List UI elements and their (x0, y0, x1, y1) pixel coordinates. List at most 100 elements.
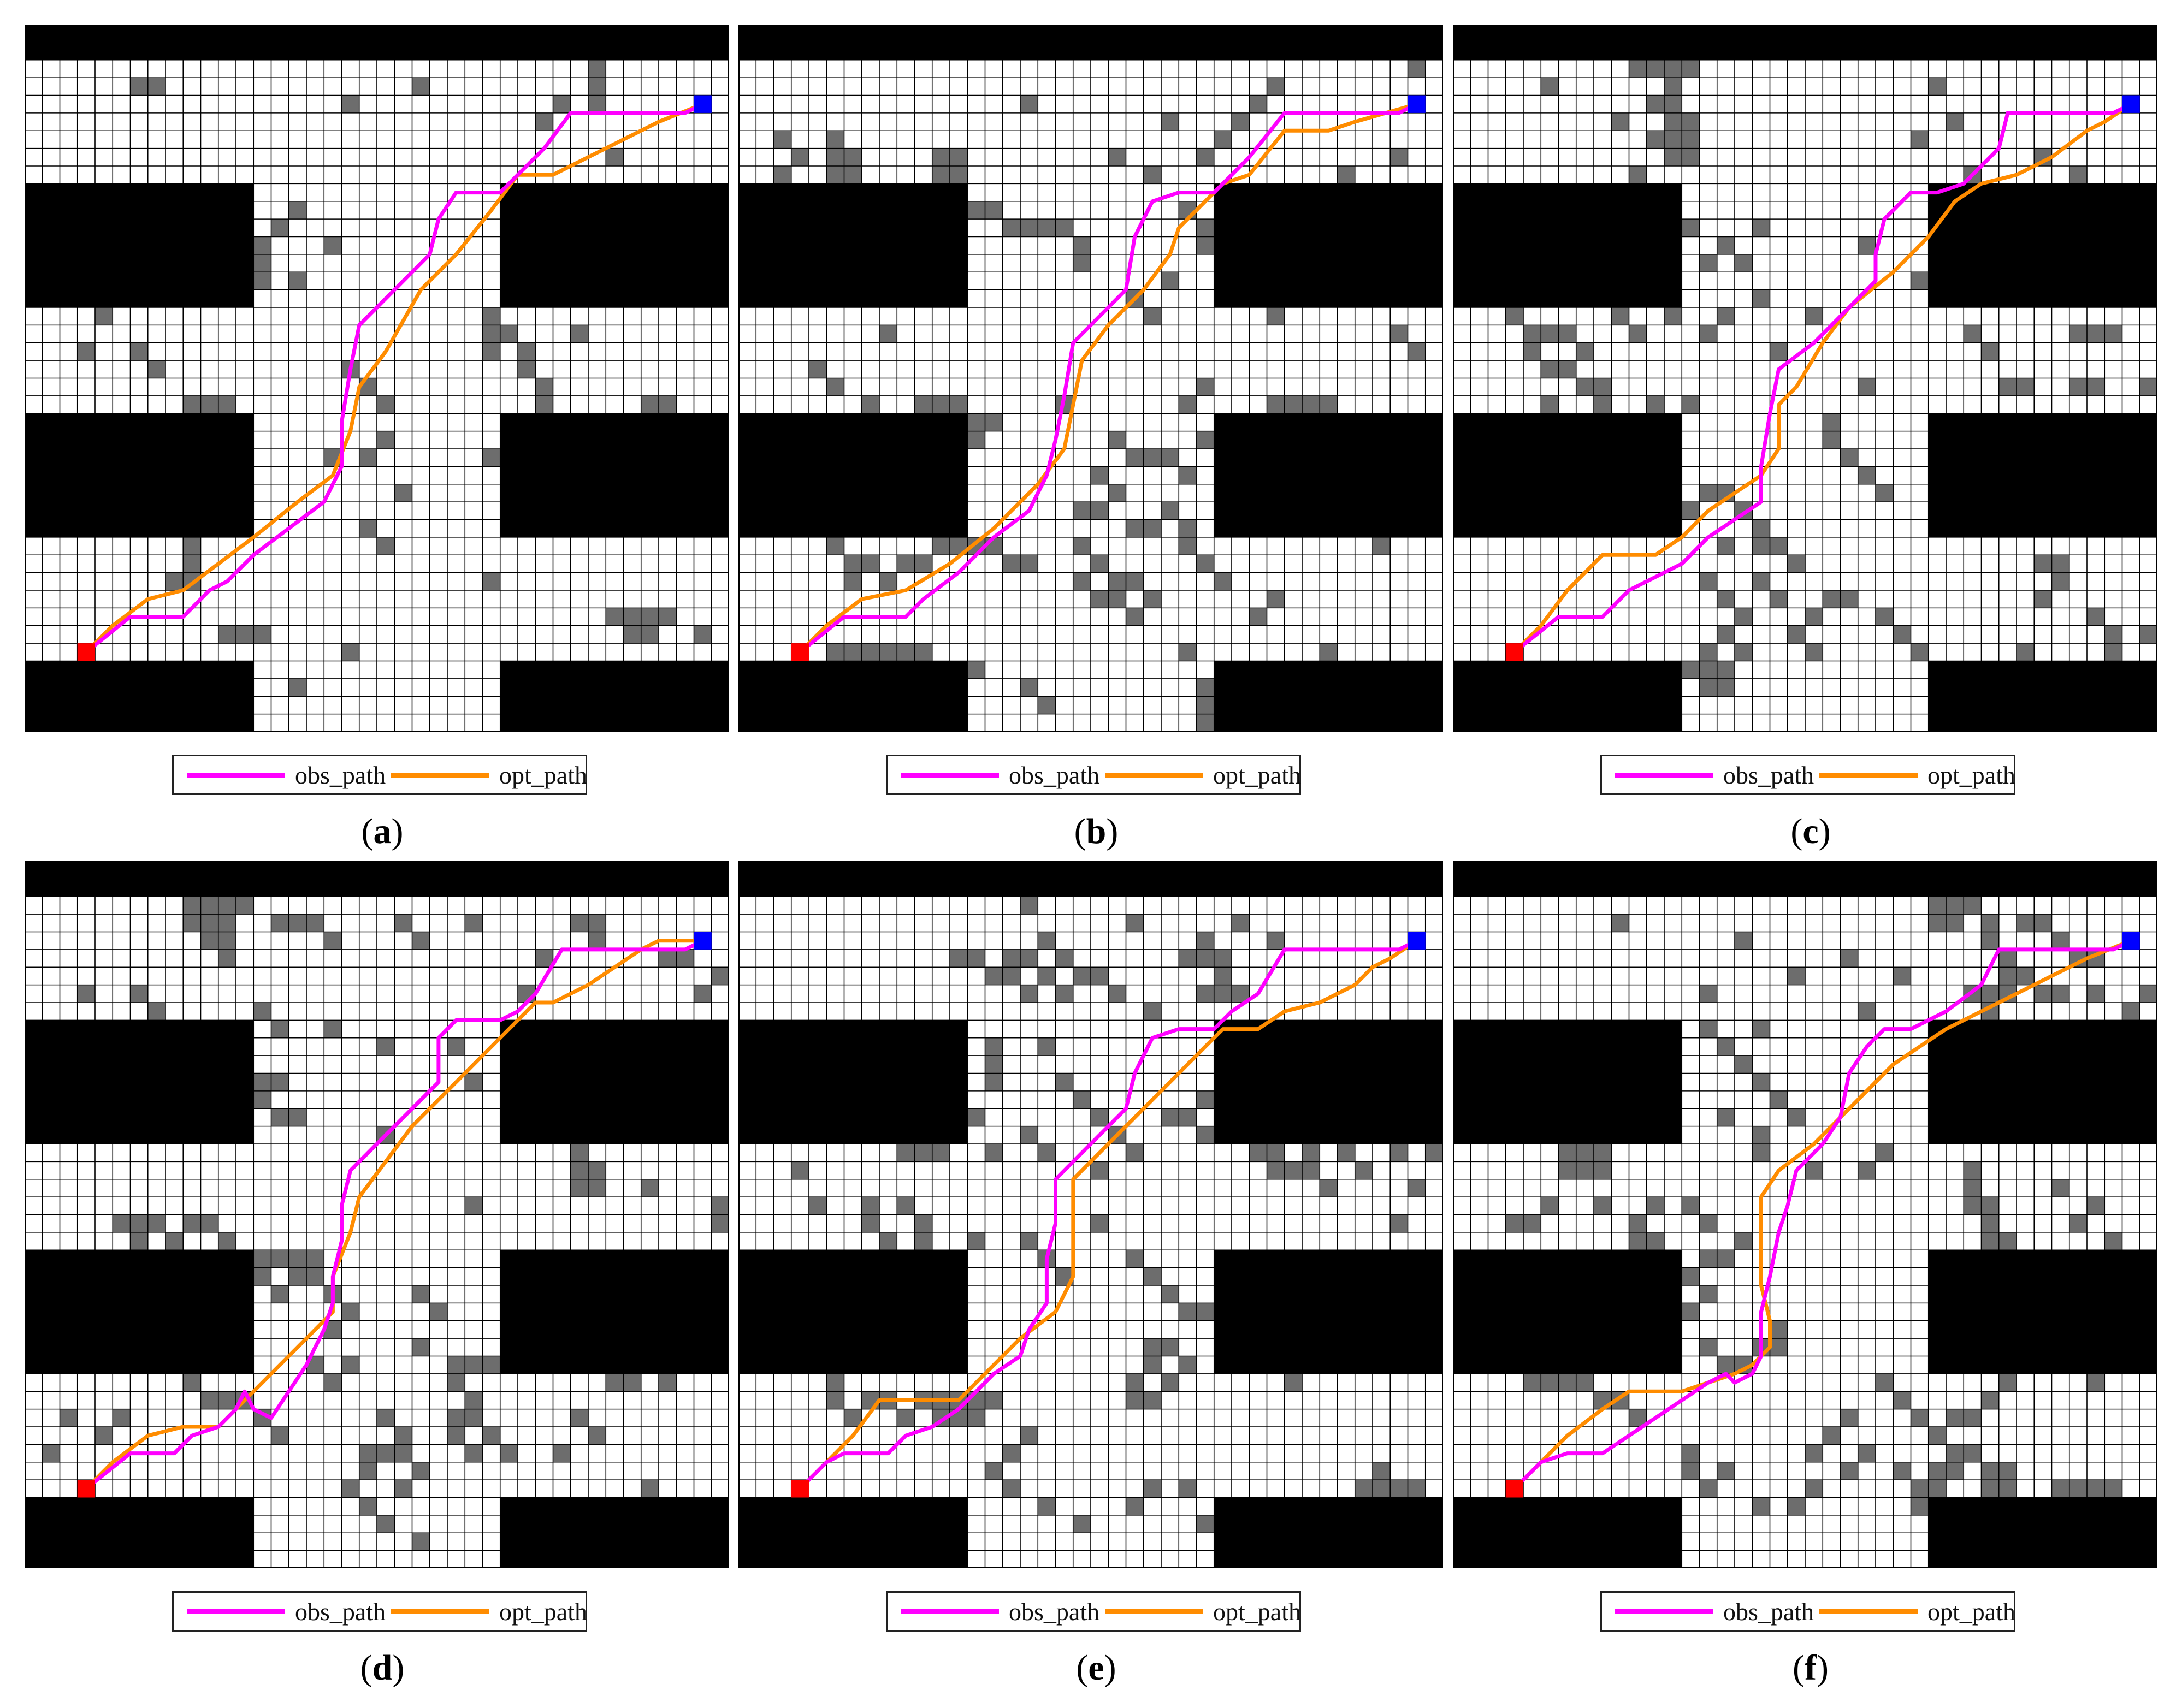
obstacle-cell (1002, 949, 1020, 968)
obstacle-cell (623, 1373, 641, 1392)
grid-map (1453, 25, 2157, 732)
obstacle-cell (1664, 60, 1682, 78)
obstacle-cell (1179, 519, 1197, 537)
obstacle-cell (1179, 1356, 1197, 1374)
obstacle-cell (1302, 1144, 1320, 1162)
obstacle-cell (359, 1462, 377, 1480)
obstacle-cell (1752, 1144, 1770, 1162)
obstacle-cell (130, 342, 148, 361)
panel-c: obs_path opt_path (c) (1453, 25, 2168, 851)
obstacle-cell (1840, 590, 1858, 608)
obstacle-cell (985, 1391, 1003, 1409)
obstacle-cell (2104, 643, 2122, 661)
obstacle-cell (570, 1179, 588, 1197)
legend-item-obs: obs_path (1615, 1593, 1814, 1630)
obstacle-cell (1214, 572, 1232, 590)
panel-a: obs_path opt_path (a) (25, 25, 740, 851)
panel-label: (e) (1076, 1648, 1116, 1688)
obstacle-cell (1946, 1444, 1964, 1462)
obstacle-cell (1928, 1480, 1946, 1498)
obstacle-cell (1002, 219, 1020, 237)
obstacle-cell (1267, 78, 1285, 96)
obstacle-cell (324, 1373, 342, 1392)
obstacle-cell (147, 1003, 165, 1021)
obstacle-cell (253, 625, 271, 644)
obstacle-cell (236, 625, 254, 644)
obstacle-cell (1161, 272, 1179, 290)
obstacle-cell (1505, 307, 1523, 325)
obstacle-cell (1664, 112, 1682, 131)
obstacle-cell (2122, 1003, 2140, 1021)
obstacle-cell (1946, 896, 1964, 915)
obstacle-cell (1091, 1161, 1109, 1179)
wall-block (738, 1250, 968, 1374)
obstacle-cell (165, 1232, 184, 1250)
wall-block (738, 25, 1443, 60)
legend-item-opt: opt_path (1105, 756, 1301, 793)
obstacle-cell (1576, 378, 1594, 396)
obstacle-cell (553, 95, 571, 113)
obstacle-cell (1629, 1232, 1647, 1250)
obstacle-cell (641, 1480, 659, 1498)
obstacle-cell (1284, 1161, 1302, 1179)
obstacle-cell (447, 1037, 465, 1056)
legend-swatch-obs (1615, 772, 1713, 778)
obstacle-cell (147, 78, 165, 96)
obstacle-cell (1038, 932, 1056, 950)
obstacle-cell (897, 1409, 915, 1427)
obstacle-cell (985, 1037, 1003, 1056)
obstacle-cell (1699, 325, 1717, 343)
obstacle-cell (1682, 148, 1700, 166)
obstacle-cell (412, 78, 430, 96)
obstacle-cell (1002, 1480, 1020, 1498)
obstacle-cell (1858, 1003, 1876, 1021)
obstacle-cell (1196, 219, 1214, 237)
obstacle-cell (1787, 1497, 1805, 1515)
obstacle-cell (1541, 360, 1559, 378)
obstacle-cell (2139, 625, 2157, 644)
obstacle-cell (914, 1214, 932, 1232)
obstacle-cell (1576, 1161, 1594, 1179)
obstacle-cell (606, 608, 624, 626)
wall-block (1928, 413, 2157, 537)
obstacle-cell (967, 1232, 985, 1250)
obstacle-cell (1911, 643, 1929, 661)
obstacle-cell (1717, 307, 1735, 325)
obstacle-cell (2104, 1480, 2122, 1498)
obstacle-cell (1858, 466, 1876, 484)
goal-marker (694, 932, 712, 950)
obstacle-cell (2087, 378, 2105, 396)
obstacle-cell (1717, 625, 1735, 644)
obstacle-cell (791, 148, 809, 166)
wall-block (1928, 1020, 2157, 1144)
obstacle-cell (1196, 236, 1214, 254)
obstacle-cell (1002, 555, 1020, 573)
obstacle-cell (1249, 95, 1267, 113)
obstacle-cell (570, 914, 588, 932)
obstacle-cell (394, 1427, 412, 1445)
obstacle-cell (1126, 1250, 1144, 1268)
obstacle-cell (1717, 590, 1735, 608)
obstacle-cell (42, 1444, 60, 1462)
wall-block (500, 1497, 729, 1568)
obstacle-cell (1805, 1444, 1823, 1462)
obstacle-cell (1055, 949, 1073, 968)
obstacle-cell (711, 967, 729, 985)
obstacle-cell (183, 914, 201, 932)
obstacle-cell (588, 1179, 606, 1197)
obstacle-cell (1523, 325, 1541, 343)
obstacle-cell (1893, 967, 1911, 985)
obstacle-cell (1020, 949, 1038, 968)
obstacle-cell (1073, 1515, 1091, 1533)
obstacle-cell (1699, 1480, 1717, 1498)
obstacle-cell (465, 1197, 483, 1215)
obstacle-cell (1876, 1144, 1894, 1162)
obstacle-cell (1964, 1179, 1982, 1197)
obstacle-cell (1073, 572, 1091, 590)
obstacle-cell (377, 1037, 395, 1056)
grid-lines (738, 861, 1443, 1568)
obstacle-cell (1320, 1179, 1338, 1197)
obstacle-cell (1249, 1144, 1267, 1162)
obstacle-cell (844, 1409, 862, 1427)
obstacle-cell (623, 625, 641, 644)
